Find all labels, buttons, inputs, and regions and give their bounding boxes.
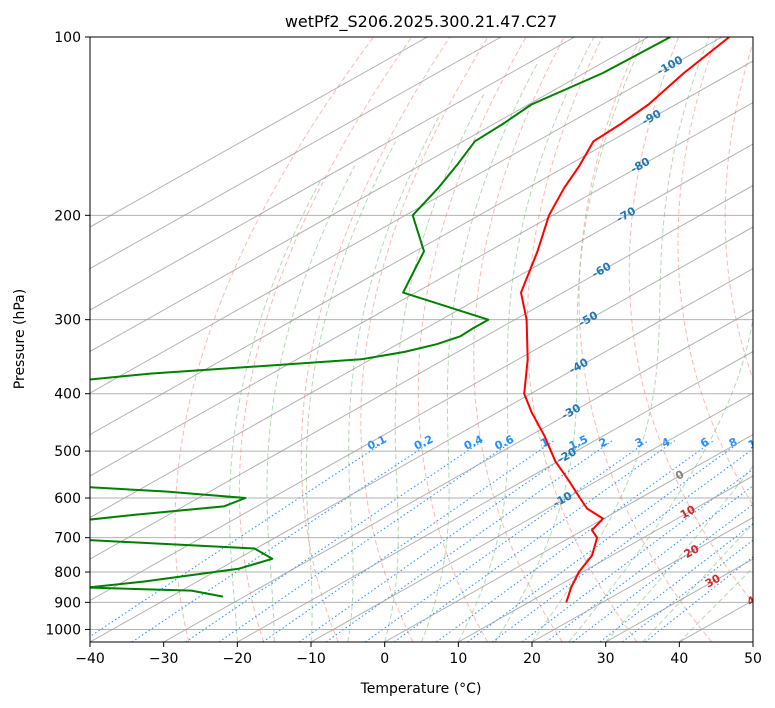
isotherm-line	[384, 433, 753, 642]
isotherm-line	[90, 37, 502, 270]
x-tick-label: 0	[380, 651, 389, 667]
dry-adiabat-line	[300, 37, 451, 642]
isotherm-line	[90, 60, 753, 436]
x-tick-label: −40	[75, 651, 105, 667]
moist-adiabat-line	[266, 165, 356, 642]
y-axis-label: Pressure (hPa)	[12, 289, 28, 389]
dry-adiabat-line	[724, 41, 753, 381]
isotherm-line	[90, 143, 753, 519]
dry-adiabat-line	[174, 37, 375, 642]
y-tick-label: 700	[54, 531, 81, 547]
dewpoint-profile	[90, 37, 671, 598]
y-tick-label: 600	[54, 491, 81, 507]
dry-adiabat-line	[238, 37, 413, 642]
mixing-ratio-line	[467, 440, 743, 642]
dry-adiabat-line	[677, 37, 753, 507]
isotherm-line	[163, 309, 753, 642]
isotherm-line	[90, 226, 753, 602]
dry-adiabat-line	[578, 37, 713, 642]
moist-adiabat-line	[347, 113, 441, 642]
x-tick-label: 10	[449, 651, 467, 667]
moist-adiabat-line	[568, 315, 753, 642]
isotherm-line	[90, 267, 753, 642]
mixing-ratio-line	[298, 440, 588, 642]
dry-adiabat-line	[360, 37, 489, 642]
y-tick-label: 300	[54, 313, 81, 329]
isotherm-line	[531, 516, 753, 642]
isotherm-line	[90, 101, 753, 477]
y-tick-label: 200	[54, 208, 81, 224]
x-tick-label: 20	[523, 651, 541, 667]
x-tick-label: −30	[149, 651, 179, 667]
isotherm-line	[237, 350, 753, 642]
mixing-ratio-line	[599, 523, 753, 642]
mixing-ratio-line	[131, 440, 434, 642]
x-tick-label: −20	[223, 651, 253, 667]
y-tick-label: 1000	[45, 622, 81, 638]
mixing-ratio-line	[521, 468, 753, 642]
y-tick-label: 500	[54, 444, 81, 460]
mixing-ratio-line	[436, 440, 714, 642]
moist-adiabat-line	[678, 566, 753, 642]
mixing-ratio-line	[491, 448, 753, 642]
moist-adiabat-line	[642, 522, 753, 642]
isotherm-line	[458, 475, 753, 642]
axes-ticks: −40 −30 −20 −10 0 10 20 30 40 50 100 200 300 400 500 60…	[45, 30, 762, 667]
dry-adiabat-line	[526, 37, 638, 642]
isotherm-line	[90, 37, 428, 228]
x-tick-label: 50	[744, 651, 762, 667]
isotherm-line	[90, 37, 575, 311]
isotherm-label: 40	[745, 589, 765, 608]
y-tick-label: 400	[54, 387, 81, 403]
mixing-ratio-line	[393, 440, 676, 642]
plot-frame	[89, 36, 754, 643]
dry-adiabat-line	[473, 37, 565, 642]
mixing-ratio-label: 10	[746, 433, 766, 451]
isotherm-line	[90, 37, 723, 394]
chart-title: wetPf2_S206.2025.300.21.47.C27	[285, 12, 557, 32]
moist-adiabat-line	[531, 37, 710, 642]
x-tick-label: 30	[597, 651, 615, 667]
mixing-ratio-line	[262, 440, 555, 642]
dry-adiabat-line	[628, 37, 753, 604]
y-tick-label: 100	[54, 30, 81, 46]
moist-adiabat-line	[384, 94, 485, 642]
x-tick-label: 40	[670, 651, 688, 667]
mixing-ratio-line	[218, 440, 514, 642]
x-tick-label: −10	[296, 651, 326, 667]
moist-adiabat-line	[457, 37, 595, 642]
moist-adiabat-line	[605, 465, 753, 642]
mixing-ratio-line	[365, 440, 649, 642]
moist-adiabat-line	[421, 61, 539, 642]
temperature-profile	[520, 37, 730, 603]
y-tick-label: 900	[54, 595, 81, 611]
mixing-ratio-line	[90, 440, 387, 638]
moist-adiabat-line	[494, 37, 646, 642]
isotherm-line	[90, 37, 649, 353]
y-tick-label: 800	[54, 565, 81, 581]
isotherm-line	[310, 392, 753, 642]
x-axis-label: Temperature (°C)	[360, 681, 482, 697]
dry-adiabat-line	[417, 37, 527, 642]
